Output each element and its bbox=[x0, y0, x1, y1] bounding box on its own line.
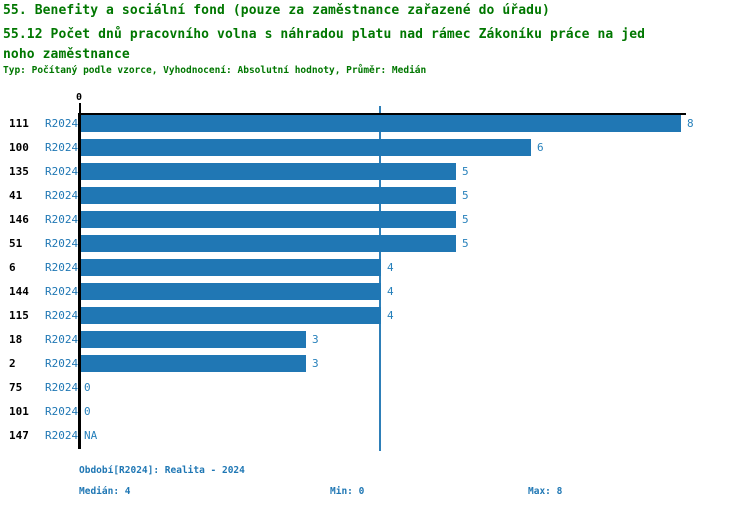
bar-value-label: 5 bbox=[462, 189, 469, 202]
row-category-label: 100 bbox=[9, 141, 29, 154]
row-category-label: 135 bbox=[9, 165, 29, 178]
footer-period-label: Období[R2024]: Realita - 2024 bbox=[79, 465, 245, 476]
row-category-label: 115 bbox=[9, 309, 29, 322]
row-category-label: 146 bbox=[9, 213, 29, 226]
row-category-label: 41 bbox=[9, 189, 23, 202]
median-reference-line bbox=[379, 106, 381, 451]
row-period-label: R2024 bbox=[45, 261, 79, 274]
bar bbox=[81, 187, 456, 204]
row-period-label: R2024 bbox=[45, 189, 79, 202]
row-category-label: 147 bbox=[9, 429, 29, 442]
footer-median-stat: Medián: 4 bbox=[79, 486, 131, 497]
row-period-label: R2024 bbox=[45, 237, 79, 250]
page-title-line-2: 55.12 Počet dnů pracovního volna s náhra… bbox=[3, 27, 646, 42]
row-period-label: R2024 bbox=[45, 141, 79, 154]
page-title-line-3: noho zaměstnance bbox=[3, 47, 130, 62]
bar-value-label: 5 bbox=[462, 237, 469, 250]
row-category-label: 51 bbox=[9, 237, 23, 250]
x-axis-zero-tick-label: 0 bbox=[76, 92, 83, 103]
bar-value-label: 4 bbox=[387, 285, 394, 298]
bar-value-label: NA bbox=[84, 429, 98, 442]
bar-value-label: 5 bbox=[462, 165, 469, 178]
footer-max-stat: Max: 8 bbox=[528, 486, 563, 497]
row-category-label: 75 bbox=[9, 381, 23, 394]
chart-subtitle: Typ: Počítaný podle vzorce, Vyhodnocení:… bbox=[3, 65, 427, 76]
bar bbox=[81, 115, 681, 132]
row-category-label: 6 bbox=[9, 261, 16, 274]
bar bbox=[81, 307, 381, 324]
bar bbox=[81, 211, 456, 228]
page-title-line-1: 55. Benefity a sociální fond (pouze za z… bbox=[3, 3, 550, 18]
row-period-label: R2024 bbox=[45, 357, 79, 370]
x-axis-line bbox=[80, 113, 686, 115]
bar-value-label: 3 bbox=[312, 333, 319, 346]
bar bbox=[81, 163, 456, 180]
y-axis-line bbox=[78, 113, 81, 449]
row-period-label: R2024 bbox=[45, 381, 79, 394]
row-period-label: R2024 bbox=[45, 213, 79, 226]
bar bbox=[81, 355, 306, 372]
row-category-label: 111 bbox=[9, 117, 29, 130]
bar bbox=[81, 283, 381, 300]
row-category-label: 101 bbox=[9, 405, 29, 418]
row-period-label: R2024 bbox=[45, 285, 79, 298]
bar bbox=[81, 139, 531, 156]
row-period-label: R2024 bbox=[45, 165, 79, 178]
bar bbox=[81, 259, 381, 276]
bar bbox=[81, 235, 456, 252]
row-category-label: 2 bbox=[9, 357, 16, 370]
footer-min-stat: Min: 0 bbox=[330, 486, 365, 497]
row-period-label: R2024 bbox=[45, 309, 79, 322]
bar-value-label: 0 bbox=[84, 381, 91, 394]
row-category-label: 18 bbox=[9, 333, 23, 346]
row-period-label: R2024 bbox=[45, 405, 79, 418]
x-axis-zero-tick-mark bbox=[79, 103, 81, 114]
bar-value-label: 6 bbox=[537, 141, 544, 154]
bar-value-label: 4 bbox=[387, 261, 394, 274]
bar-value-label: 4 bbox=[387, 309, 394, 322]
row-period-label: R2024 bbox=[45, 429, 79, 442]
bar-value-label: 3 bbox=[312, 357, 319, 370]
bar-value-label: 5 bbox=[462, 213, 469, 226]
row-period-label: R2024 bbox=[45, 117, 79, 130]
bar bbox=[81, 331, 306, 348]
bar-value-label: 0 bbox=[84, 405, 91, 418]
row-period-label: R2024 bbox=[45, 333, 79, 346]
bar-value-label: 8 bbox=[687, 117, 694, 130]
row-category-label: 144 bbox=[9, 285, 29, 298]
